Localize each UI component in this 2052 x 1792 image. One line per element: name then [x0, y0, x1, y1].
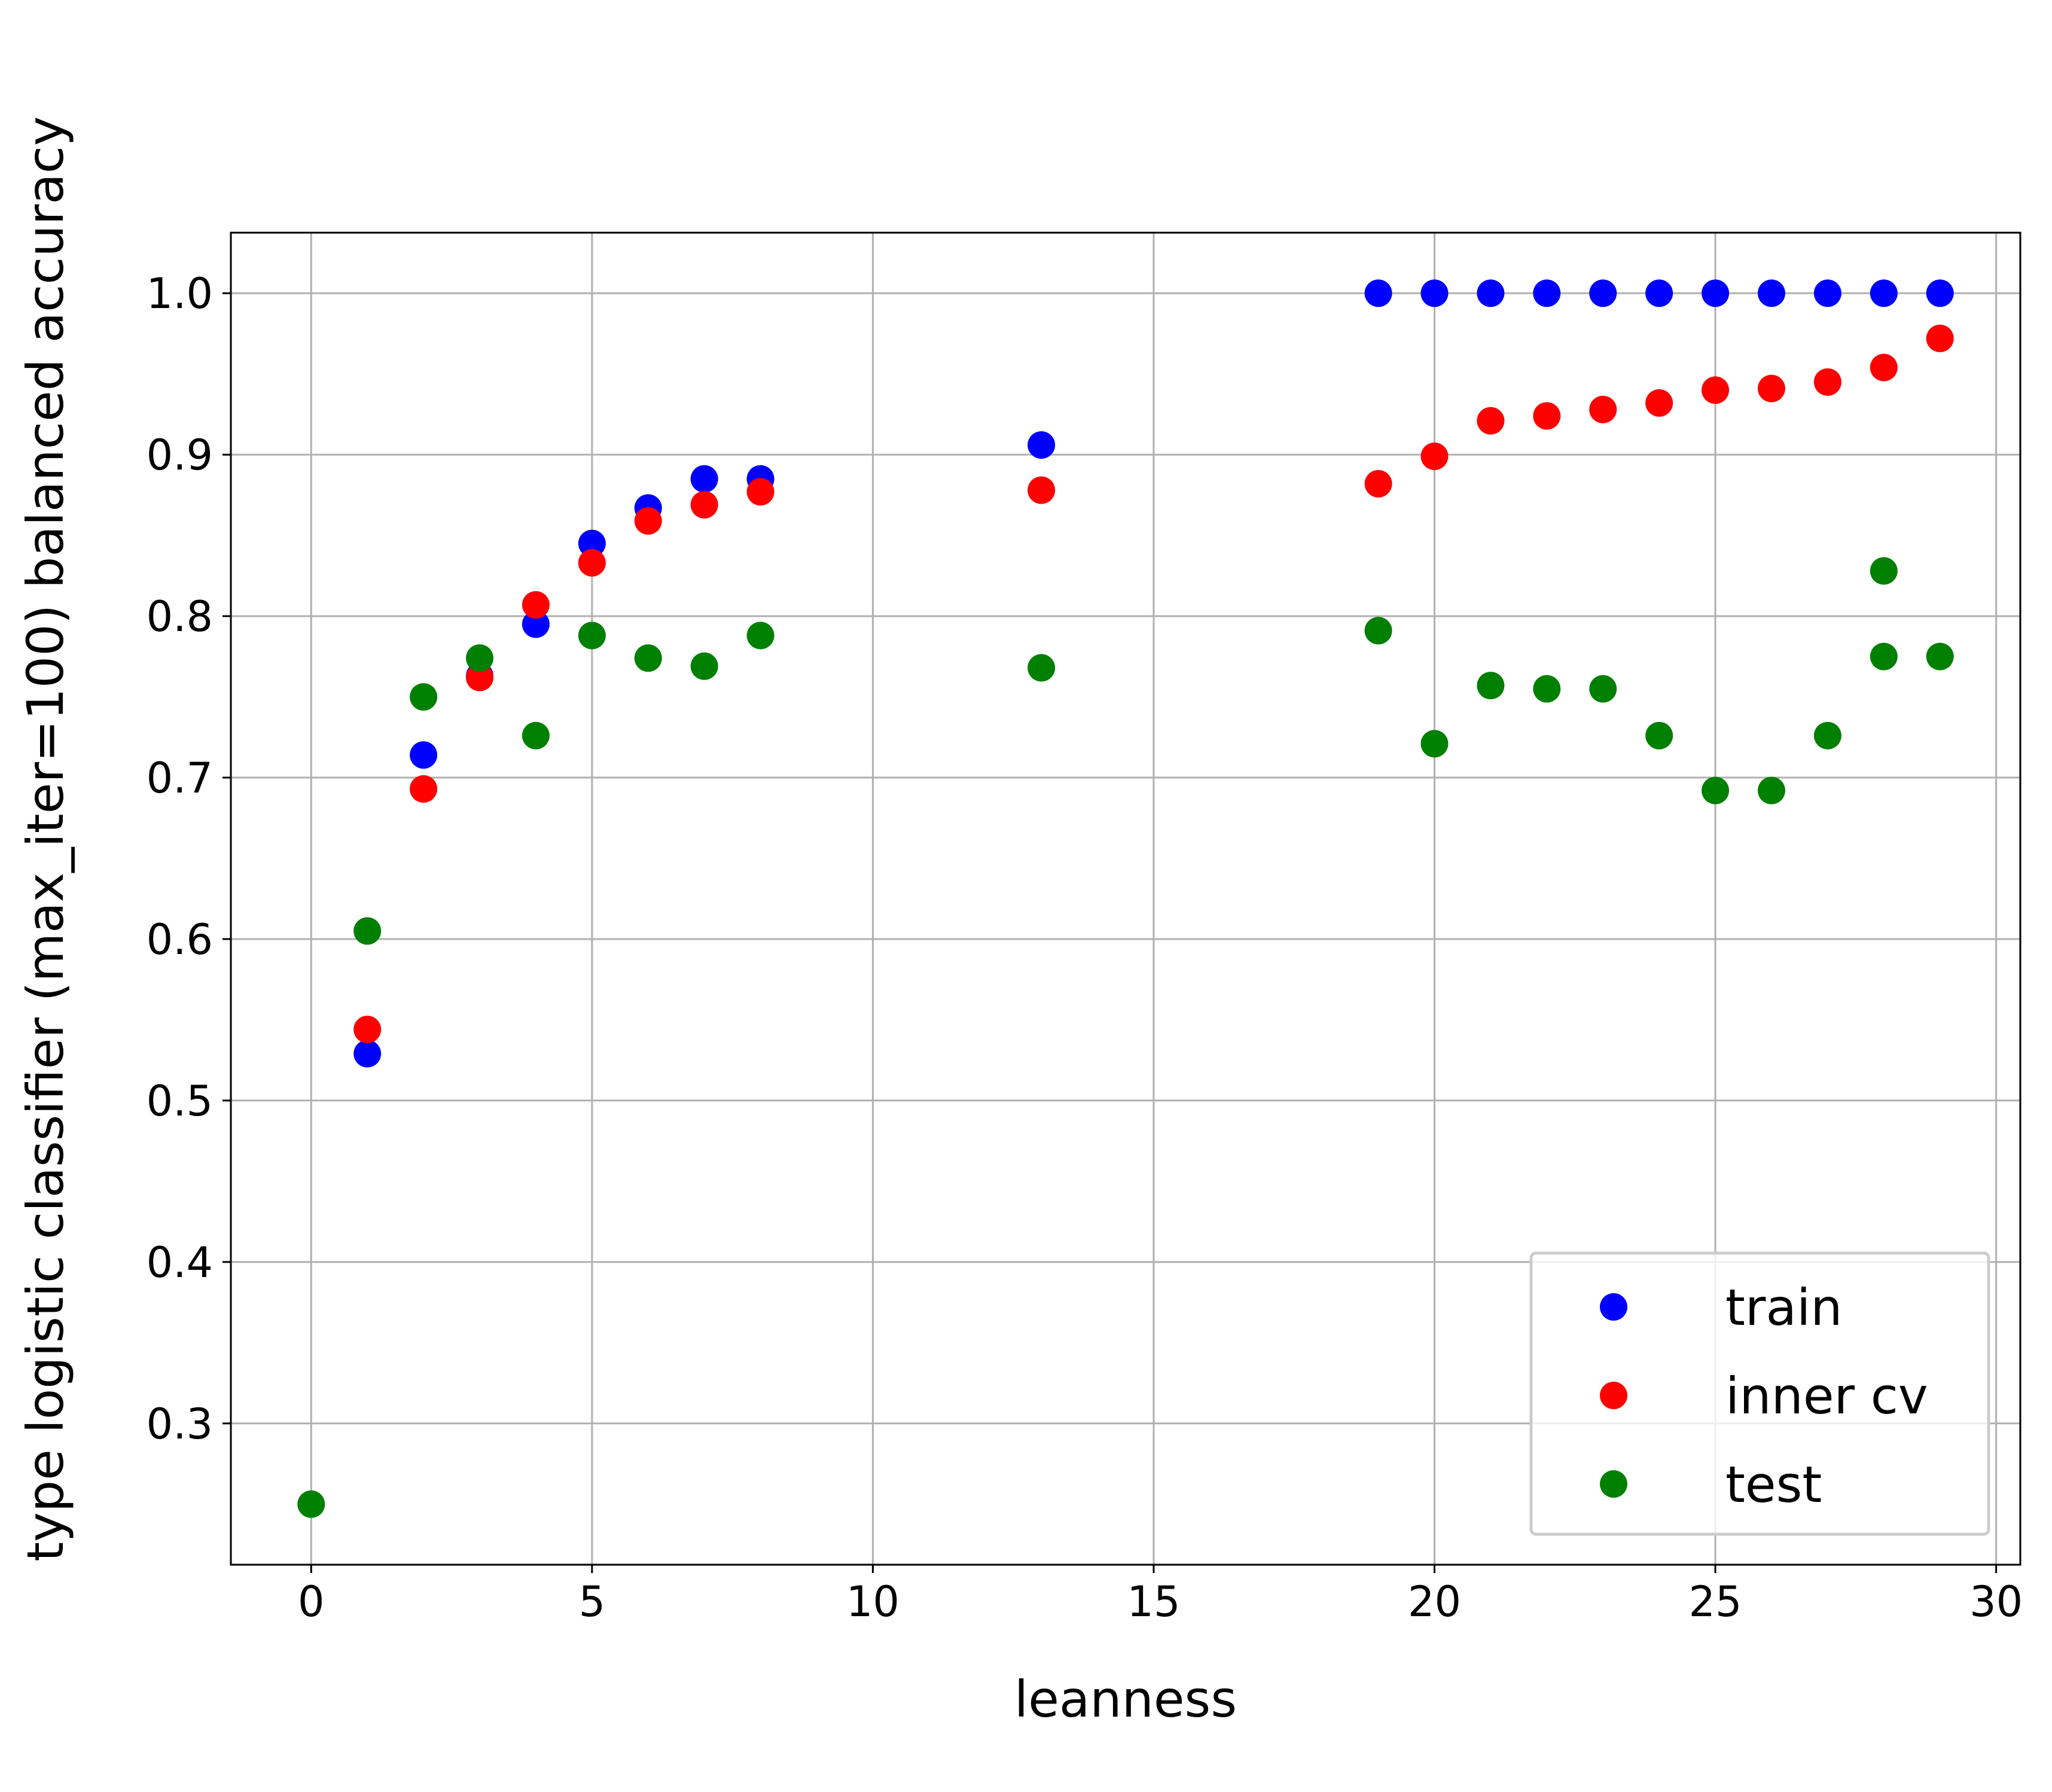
x-tick-label: 10 — [846, 1577, 900, 1626]
legend-marker — [1600, 1293, 1627, 1321]
legend-label: test — [1725, 1455, 1822, 1514]
plot-area — [230, 231, 2021, 1566]
x-tick-label: 15 — [1127, 1577, 1180, 1626]
data-point — [1757, 776, 1785, 804]
data-point — [1813, 721, 1841, 749]
x-tick-label: 5 — [579, 1577, 606, 1626]
y-tick-label: 1.0 — [147, 269, 213, 318]
data-point — [1757, 279, 1785, 307]
data-point — [634, 507, 662, 535]
data-point — [466, 644, 494, 672]
data-point — [1027, 476, 1056, 504]
data-point — [1813, 279, 1841, 307]
legend-label: train — [1725, 1278, 1843, 1337]
data-point — [1702, 776, 1730, 804]
data-point — [297, 1490, 325, 1518]
data-point — [1477, 672, 1505, 700]
data-point — [1533, 402, 1561, 430]
legend-marker — [1600, 1470, 1627, 1498]
data-point — [578, 529, 606, 557]
data-point — [1364, 617, 1392, 645]
data-point — [1870, 642, 1898, 671]
data-point — [1027, 654, 1056, 682]
data-point — [1645, 279, 1673, 307]
data-point — [634, 644, 662, 672]
legend-entries: train inner cv test — [1600, 1278, 1928, 1514]
data-point — [466, 663, 494, 691]
x-tick-label: 25 — [1689, 1577, 1742, 1626]
x-tick-label: 20 — [1408, 1577, 1461, 1626]
data-point — [1870, 279, 1898, 307]
data-point — [746, 621, 775, 650]
legend-label: inner cv — [1725, 1367, 1928, 1425]
data-point — [690, 652, 718, 680]
y-tick-label: 0.6 — [147, 915, 213, 964]
data-point — [1757, 374, 1785, 403]
legend-box — [1529, 1251, 1990, 1536]
y-axis-label: type logistic classifier (max_iter=100) … — [16, 116, 75, 1562]
data-point — [410, 741, 438, 769]
data-point — [1533, 279, 1561, 307]
data-point — [1870, 353, 1898, 382]
data-point — [1926, 324, 1954, 352]
axes-frame — [230, 231, 2021, 1566]
data-point — [522, 591, 550, 619]
data-point — [410, 775, 438, 803]
y-tick-label: 0.9 — [147, 431, 213, 480]
data-point — [1702, 279, 1730, 307]
x-axis: 0 5 10 15 20 25 30 — [298, 1565, 2023, 1626]
x-tick-label: 30 — [1969, 1577, 2023, 1626]
data-point — [1926, 279, 1954, 307]
data-point — [1589, 395, 1617, 423]
data-point — [353, 1040, 382, 1068]
data-point — [690, 465, 718, 493]
y-tick-label: 0.4 — [147, 1238, 213, 1287]
data-point — [353, 917, 382, 945]
legend: train inner cv test — [1529, 1251, 1990, 1536]
legend-marker — [1600, 1382, 1627, 1409]
legend-entry: inner cv — [1600, 1367, 1928, 1425]
y-tick-label: 0.8 — [147, 592, 213, 641]
data-point — [746, 478, 775, 506]
x-axis-label: leanness — [1014, 1670, 1237, 1729]
data-point — [1870, 557, 1898, 585]
data-point — [1420, 279, 1449, 307]
data-point — [410, 683, 438, 711]
x-tick-label: 0 — [298, 1577, 325, 1626]
data-point — [1645, 721, 1673, 749]
y-tick-label: 0.7 — [147, 754, 213, 803]
data-point — [1420, 442, 1449, 470]
data-point — [1533, 675, 1561, 703]
data-point — [1364, 279, 1392, 307]
y-axis: 0.3 0.4 0.5 0.6 0.7 0.8 0.9 1.0 — [147, 269, 231, 1449]
legend-entry: test — [1600, 1455, 1822, 1514]
data-points — [297, 279, 1954, 1518]
data-point — [1477, 407, 1505, 435]
grid — [231, 233, 2020, 1565]
data-point — [1027, 431, 1056, 459]
data-point — [1364, 470, 1392, 498]
data-point — [578, 549, 606, 577]
data-point — [1477, 279, 1505, 307]
data-point — [1926, 642, 1954, 671]
data-point — [1589, 279, 1617, 307]
series-inner-cv — [353, 324, 1954, 1044]
data-point — [1645, 389, 1673, 417]
y-tick-label: 0.5 — [147, 1077, 213, 1126]
data-point — [522, 610, 550, 638]
data-point — [1702, 376, 1730, 404]
data-point — [578, 621, 606, 650]
data-point — [1420, 730, 1449, 758]
data-point — [1813, 368, 1841, 396]
data-point — [690, 490, 718, 519]
legend-entry: train — [1600, 1278, 1843, 1337]
series-test — [297, 557, 1954, 1518]
data-point — [353, 1016, 382, 1044]
y-tick-label: 0.3 — [147, 1400, 213, 1449]
data-point — [522, 721, 550, 749]
data-point — [1589, 675, 1617, 703]
